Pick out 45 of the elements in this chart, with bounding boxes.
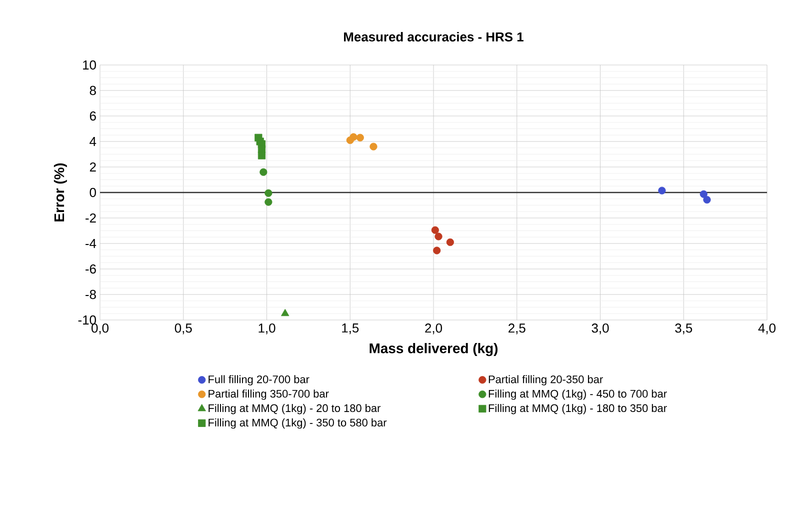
legend-label: Partial filling 20-350 bar [488,375,603,386]
y-tick-label: -4 [86,239,96,248]
point [281,308,290,316]
point [346,136,354,144]
point [264,198,272,206]
x-tick-label: 1,0 [258,324,276,334]
point [431,226,439,234]
legend-label: Filling at MMQ (1kg) - 450 to 700 bar [488,390,667,400]
y-tick-label: 2 [90,162,96,172]
y-tick-label: -10 [78,315,96,325]
y-tick-label: -2 [86,213,96,223]
x-tick-label: 0,5 [174,324,192,334]
y-tick-label: -8 [86,290,96,300]
y-tick-label: 4 [90,137,96,146]
chart-title: Measured accuracies - HRS 1 [344,32,524,42]
x-tick-label: 0,0 [92,324,109,334]
point [700,190,708,198]
x-axis-title: Mass delivered (kg) [370,343,498,356]
point [370,142,378,150]
point [260,168,268,176]
point [356,134,364,142]
x-tick-label: 2,5 [508,324,526,334]
y-tick-label: -6 [86,264,96,274]
legend-label: Filling at MMQ (1kg) - 350 to 580 bar [208,418,387,429]
point [434,232,442,240]
x-tick-label: 3,0 [592,324,609,334]
point [658,186,666,194]
point [433,246,441,254]
legend-label: Partial filling 350-700 bar [208,390,329,400]
x-tick-label: 2,0 [425,324,442,334]
point [446,238,454,246]
y-tick-label: 8 [90,86,96,96]
legend-label: Filling at MMQ (1kg) - 20 to 180 bar [208,404,381,414]
y-tick-label: 0 [90,188,96,198]
x-tick-label: 1,5 [342,324,359,334]
point [258,152,266,160]
legend-label: Full filling 20-700 bar [208,375,310,386]
x-tick-label: 4,0 [758,324,776,334]
x-tick-label: 3,5 [675,324,692,334]
y-tick-label: 10 [83,60,96,70]
y-axis-title: Error (%) [54,163,67,222]
y-tick-label: 6 [90,111,96,121]
point [264,189,272,197]
legend-label: Filling at MMQ (1kg) - 180 to 350 bar [488,404,667,414]
point [703,196,711,204]
